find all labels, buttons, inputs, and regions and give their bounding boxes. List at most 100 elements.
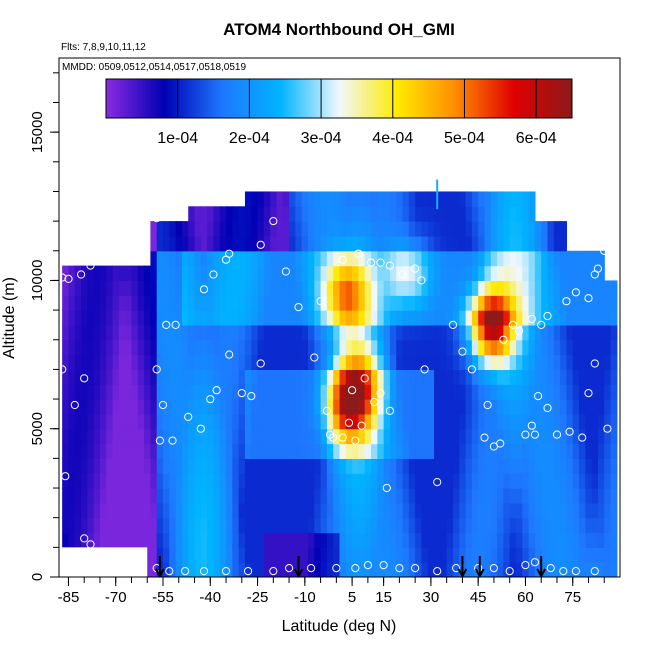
heatmap-cell (326, 532, 334, 548)
heatmap-cell (345, 221, 353, 237)
heatmap-cell (257, 206, 265, 222)
heatmap-cell (194, 502, 202, 519)
heatmap-cell (232, 399, 240, 415)
heatmap-cell (541, 488, 549, 504)
heatmap-cell (503, 295, 511, 311)
sample-point (508, 320, 517, 329)
heatmap-cell (150, 443, 158, 459)
heatmap-cell (118, 413, 126, 430)
heatmap-cell (534, 250, 542, 267)
heatmap-cell (169, 235, 177, 252)
heatmap-cell (553, 324, 561, 341)
heatmap-cell (99, 517, 107, 534)
sample-point (480, 433, 489, 442)
heatmap-cell (452, 354, 460, 370)
heatmap-cell (383, 517, 391, 534)
heatmap-cell (371, 532, 378, 548)
heatmap-cell (352, 339, 360, 356)
sample-point (521, 430, 530, 439)
heatmap-cell (515, 413, 523, 430)
heatmap-cell (490, 547, 498, 563)
heatmap-cell (459, 399, 467, 415)
heatmap-cell (326, 221, 334, 237)
heatmap-cell (509, 339, 517, 356)
heatmap-cell (156, 473, 164, 489)
heatmap-cell (364, 532, 372, 548)
heatmap-cell (471, 473, 479, 489)
heatmap-cell (377, 339, 385, 356)
heatmap-cell (471, 413, 479, 430)
heatmap-cell (137, 339, 145, 356)
heatmap-cell (358, 354, 366, 370)
heatmap-cell (320, 517, 328, 534)
heatmap-cell (125, 280, 133, 296)
heatmap-cell (282, 517, 290, 534)
heatmap-cell (232, 384, 240, 400)
heatmap-cell (188, 443, 196, 459)
heatmap-cell (137, 488, 145, 504)
heatmap-cell (169, 265, 177, 282)
heatmap-cell (333, 399, 341, 415)
heatmap-cell (434, 488, 441, 504)
heatmap-cell (150, 369, 158, 385)
sample-point (590, 567, 599, 576)
sample-point (225, 350, 234, 359)
heatmap-cell (471, 324, 479, 341)
heatmap-cell (541, 250, 549, 267)
heatmap-cell (591, 354, 599, 370)
heatmap-cell (295, 384, 303, 400)
heatmap-cell (238, 517, 246, 534)
heatmap-cell (522, 532, 530, 548)
heatmap-cell (389, 532, 397, 548)
heatmap-cell (81, 295, 88, 311)
sample-point (269, 217, 278, 226)
heatmap-cell (232, 532, 240, 548)
heatmap-cell (251, 562, 259, 577)
heatmap-cell (314, 369, 322, 385)
heatmap-cell (175, 339, 183, 356)
heatmap-cell (465, 235, 473, 252)
heatmap-cell (597, 339, 605, 356)
heatmap-cell (251, 354, 259, 370)
heatmap-cell (484, 324, 492, 341)
sample-point (366, 258, 376, 267)
heatmap-cell (553, 369, 561, 385)
heatmap-cell (219, 488, 227, 504)
heatmap-cell (213, 458, 221, 474)
heatmap-cell (415, 191, 423, 207)
heatmap-cell (427, 221, 435, 237)
sample-point (537, 320, 546, 329)
heatmap-cell (219, 280, 227, 296)
heatmap-cell (232, 250, 240, 267)
heatmap-cell (427, 547, 435, 563)
heatmap-cell (528, 295, 536, 311)
heatmap-cell (276, 532, 284, 548)
heatmap-cell (62, 488, 70, 504)
heatmap-cell (244, 458, 252, 474)
heatmap-cell (200, 206, 208, 222)
heatmap-cell (528, 532, 536, 548)
heatmap-cell (282, 221, 290, 237)
heatmap-cell (478, 547, 486, 563)
heatmap-cell (282, 235, 290, 252)
heatmap-cell (560, 488, 568, 504)
heatmap-cell (440, 250, 448, 267)
heatmap-cell (345, 517, 353, 534)
heatmap-cell (408, 502, 416, 519)
flight-arrow (154, 556, 165, 579)
heatmap-cell (478, 488, 486, 504)
heatmap-cell (320, 354, 328, 370)
heatmap-cell (396, 547, 404, 563)
heatmap-cell (515, 206, 523, 222)
heatmap-cell (515, 547, 523, 563)
heatmap-cell (534, 473, 542, 489)
heatmap-cell (415, 473, 423, 489)
heatmap-cell (345, 265, 353, 282)
sample-point (61, 472, 70, 481)
heatmap-cell (74, 339, 82, 356)
sample-point (181, 567, 190, 576)
heatmap-cell (415, 428, 423, 445)
colorbar-ticks: 1e-04 2e-04 3e-04 4e-04 5e-04 6e-04 (157, 79, 557, 147)
heatmap-cell (421, 265, 429, 282)
heatmap-cell (591, 265, 599, 282)
